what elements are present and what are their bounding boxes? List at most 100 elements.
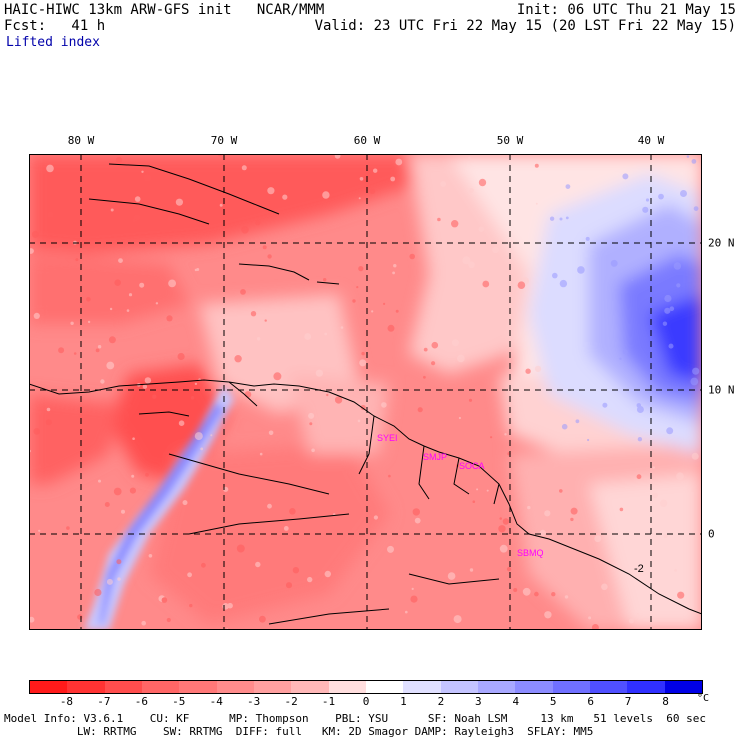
station-syei: SYEI xyxy=(377,433,398,443)
field-speckle xyxy=(659,499,668,508)
field-speckle xyxy=(549,216,555,221)
field-speckle xyxy=(285,582,293,589)
field-speckle xyxy=(361,351,365,356)
colorbar-tick-label: 3 xyxy=(475,695,482,708)
field-speckle xyxy=(388,474,391,478)
field-speckle xyxy=(166,315,173,322)
field-speckle xyxy=(411,587,414,590)
field-speckle xyxy=(33,428,41,435)
field-speckle xyxy=(591,624,599,630)
field-speckle xyxy=(75,258,79,262)
field-speckle xyxy=(652,466,655,469)
station-sbmq: SBMQ xyxy=(517,548,544,558)
field-speckle xyxy=(315,369,323,377)
field-speckle xyxy=(486,489,489,492)
field-speckle xyxy=(622,349,628,355)
field-speckle xyxy=(669,306,675,311)
field-speckle xyxy=(148,554,153,558)
field-speckle xyxy=(410,595,418,603)
field-speckle xyxy=(106,578,113,585)
field-speckle xyxy=(264,319,267,322)
field-speckle xyxy=(559,217,563,221)
field-speckle xyxy=(601,583,608,591)
field-speckle xyxy=(513,588,518,592)
field-speckle xyxy=(482,280,490,288)
field-speckle xyxy=(522,587,531,596)
colorbar-segment xyxy=(403,681,441,693)
field-speckle xyxy=(134,196,141,202)
field-speckle xyxy=(440,181,447,187)
field-speckle xyxy=(544,611,552,619)
field-speckle xyxy=(219,203,223,207)
colorbar-segment xyxy=(291,681,329,693)
field-speckle xyxy=(371,310,374,313)
field-speckle xyxy=(423,375,426,379)
valid-time: Valid: 23 UTC Fri 22 May 15 (20 LST Fri … xyxy=(314,18,736,34)
field-speckle xyxy=(437,217,441,222)
field-speckle xyxy=(100,379,105,384)
field-speckle xyxy=(585,236,590,241)
field-speckle xyxy=(95,348,100,353)
field-speckle xyxy=(468,156,471,159)
field-speckle xyxy=(472,500,476,504)
field-speckle xyxy=(453,615,462,624)
station-labels: SYEI SMJP SOCA SBMQ xyxy=(377,433,544,558)
field-speckle xyxy=(648,605,651,608)
colorbar-tick-label: -2 xyxy=(284,695,298,708)
field-speckle xyxy=(267,254,272,259)
field-speckle xyxy=(309,422,313,426)
field-speckle xyxy=(66,526,70,530)
field-speckle xyxy=(561,423,568,430)
field-speckle xyxy=(490,436,493,439)
field-speckle xyxy=(652,492,658,499)
contour-value-label: -2 xyxy=(634,563,644,575)
model-title: HAIC-HIWC 13km ARW-GFS init NCAR/MMM xyxy=(4,2,325,18)
colorbar-segment xyxy=(664,681,702,693)
field-speckle xyxy=(662,321,668,326)
colorbar-segment xyxy=(67,681,105,693)
field-speckle xyxy=(668,343,674,349)
field-speckle xyxy=(469,188,474,193)
field-speckle xyxy=(622,173,629,180)
field-speckle xyxy=(468,261,475,268)
field-speckle xyxy=(97,345,102,349)
field-speckle xyxy=(534,365,542,373)
field-speckle xyxy=(544,510,551,517)
field-speckle xyxy=(334,396,343,404)
field-speckle xyxy=(499,544,508,553)
field-speckle xyxy=(570,517,574,522)
station-soca: SOCA xyxy=(459,461,485,471)
field-speckle xyxy=(387,545,394,553)
field-speckle xyxy=(131,474,135,478)
lon-label-80w: 80 W xyxy=(67,134,95,147)
field-speckle xyxy=(423,347,428,352)
colorbar-tick-label: -3 xyxy=(247,695,261,708)
colorbar-tick-label: -5 xyxy=(172,695,186,708)
field-speckle xyxy=(352,299,356,303)
field-speckle xyxy=(141,170,144,173)
field-speckle xyxy=(458,416,461,420)
field-speckle xyxy=(196,268,200,271)
colorbar-segment xyxy=(104,681,142,693)
field-name: Lifted index xyxy=(6,35,100,50)
field-speckle xyxy=(539,529,546,536)
map-frame xyxy=(29,154,702,630)
field-speckle xyxy=(77,614,83,620)
model-info-line-1: Model Info: V3.6.1 CU: KF MP: Thompson P… xyxy=(4,712,706,725)
field-speckle xyxy=(588,616,592,620)
field-speckle xyxy=(177,352,185,361)
colorbar-segment xyxy=(30,681,68,693)
field-speckle xyxy=(356,286,359,289)
colorbar-tick-label: 4 xyxy=(512,695,520,708)
field-speckle xyxy=(392,271,395,275)
field-speckle xyxy=(244,391,252,398)
field-speckle xyxy=(46,407,51,412)
colorbar-tick-label: -7 xyxy=(97,695,111,708)
field-speckle xyxy=(161,597,168,603)
colorbar-tick-label: -6 xyxy=(134,695,148,708)
field-speckle xyxy=(234,355,242,363)
field-speckle xyxy=(201,562,206,568)
field-speckle xyxy=(677,591,685,599)
field-speckle xyxy=(145,472,149,477)
field-speckle xyxy=(132,218,136,223)
